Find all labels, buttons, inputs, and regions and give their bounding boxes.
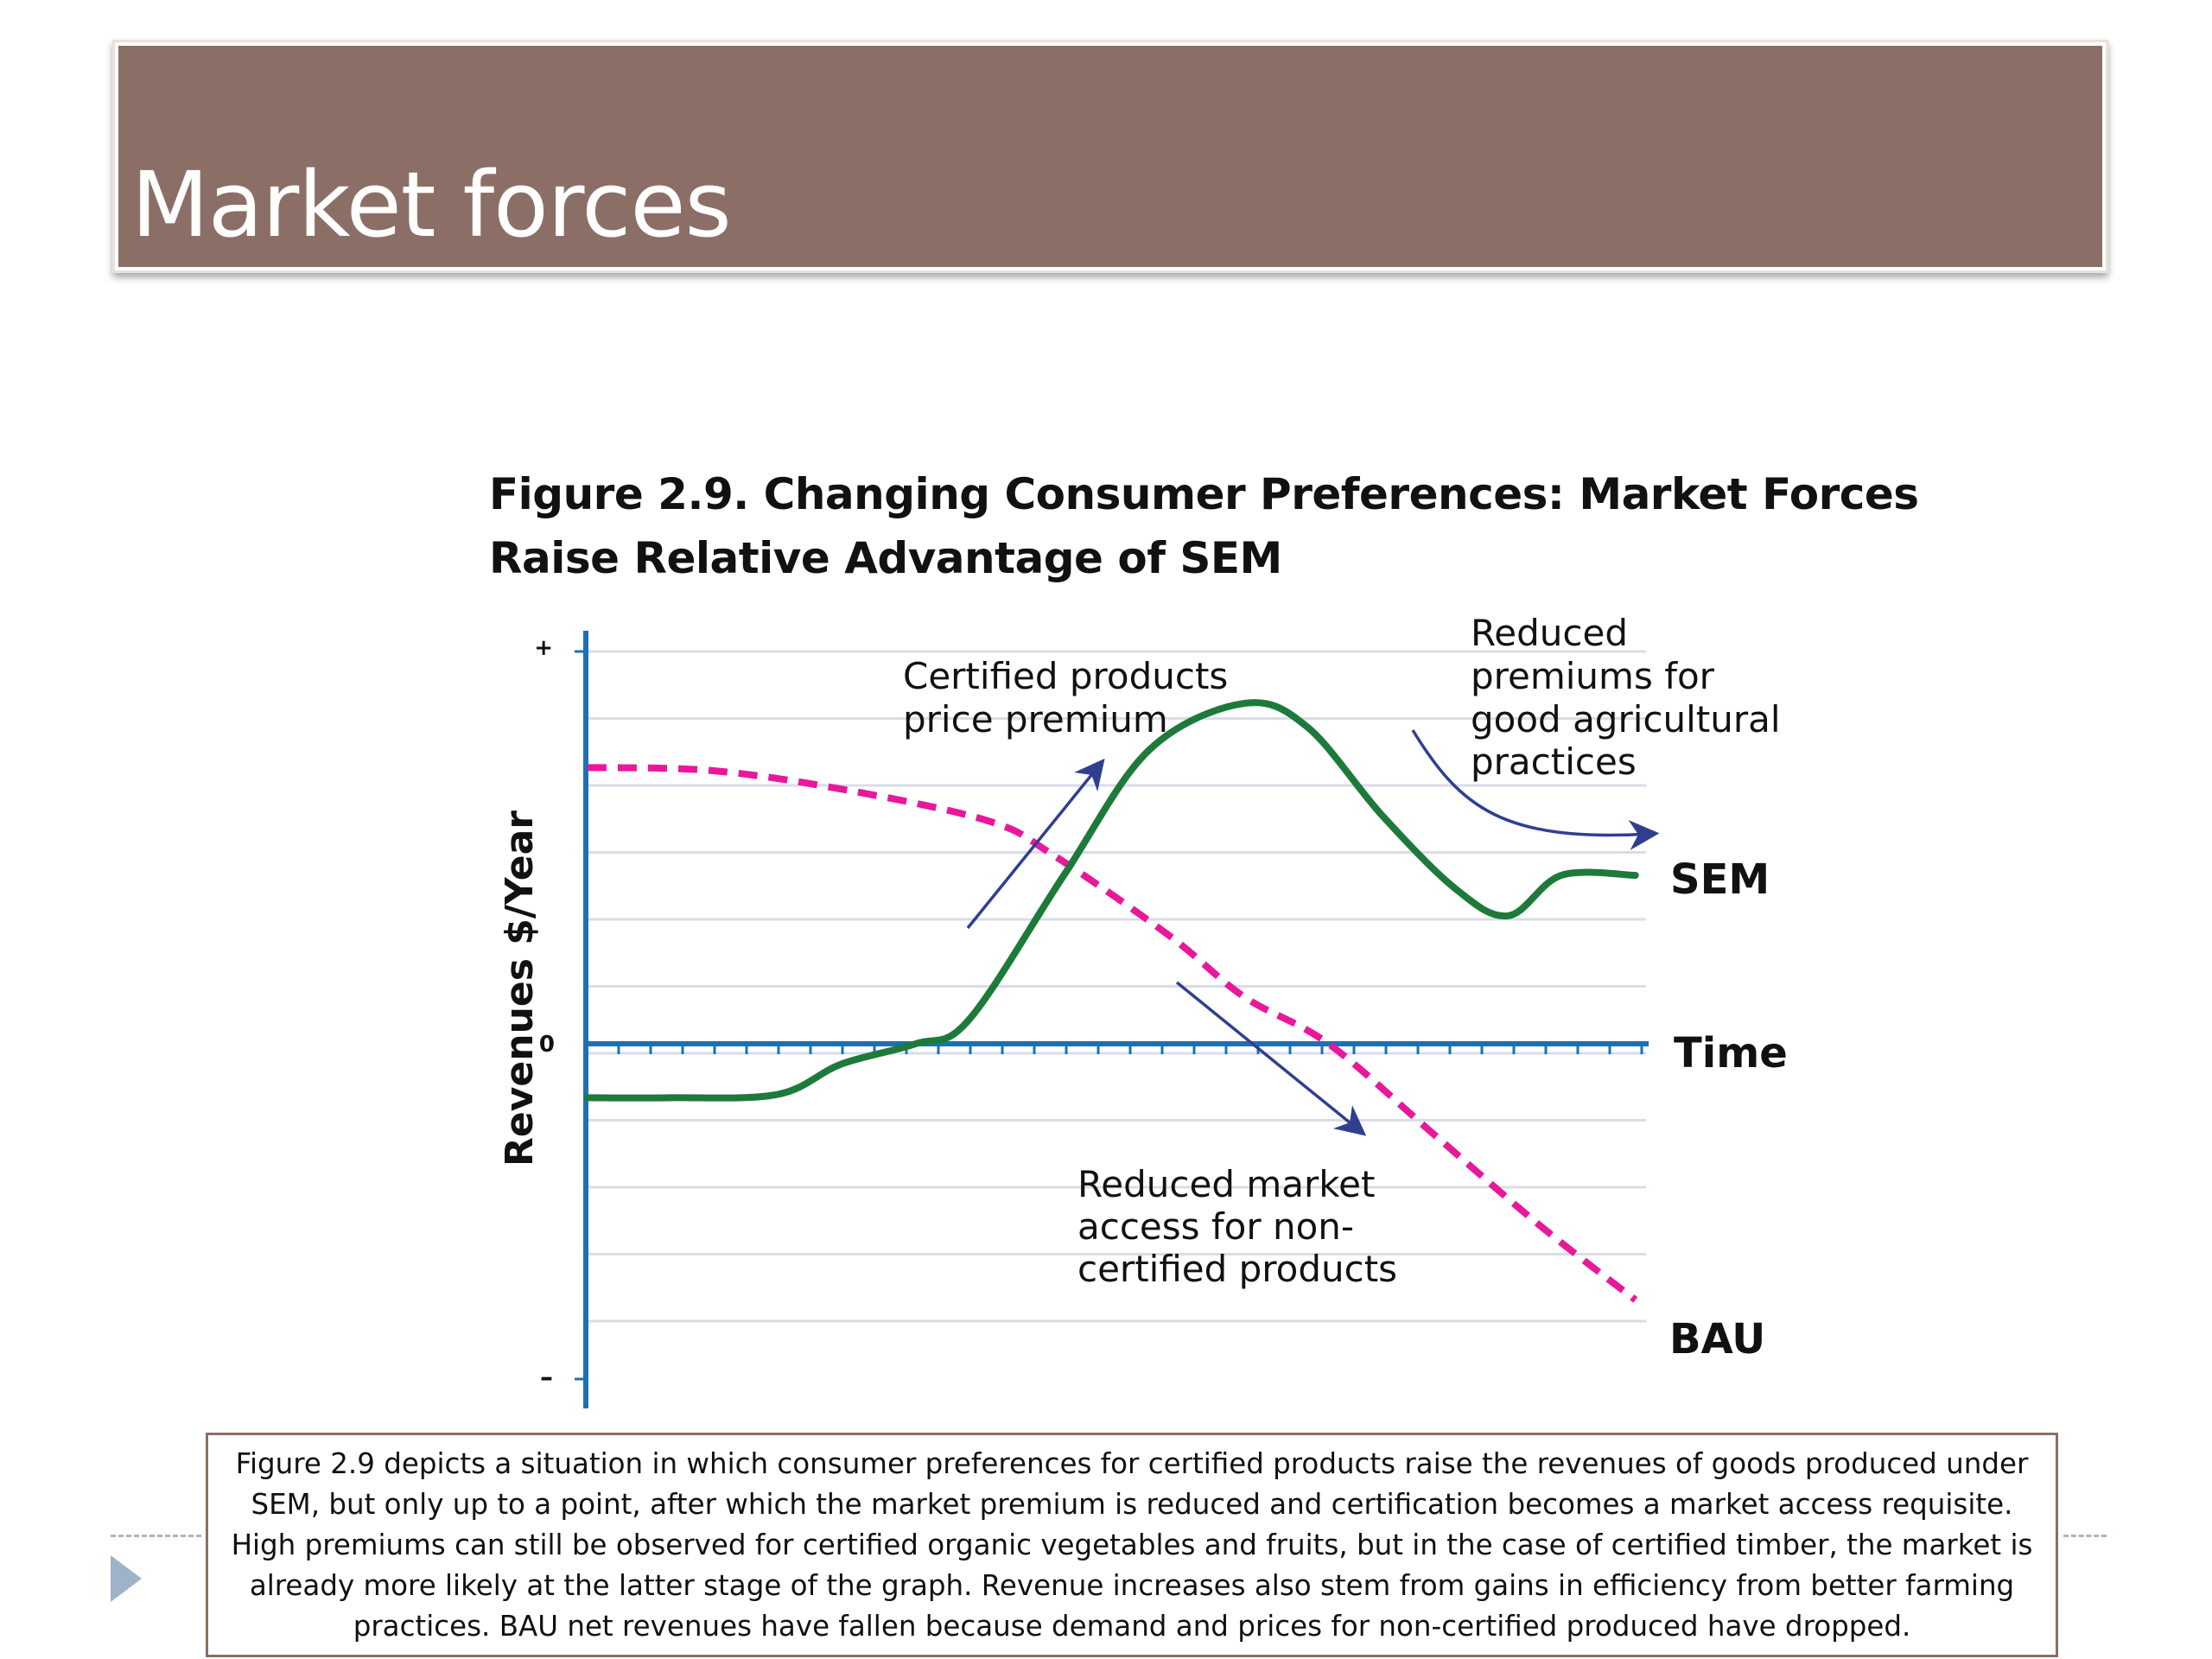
y-tick-label-minus: – <box>540 1363 553 1393</box>
arrow-certified-premium <box>966 758 1105 930</box>
slide-title: Market forces <box>131 152 732 257</box>
annotation-reduced-premiums-line-3: good agricultural <box>1471 698 1781 741</box>
title-bar <box>118 46 2102 267</box>
annotation-reduced-premiums-line-1: Reduced <box>1471 612 1628 654</box>
annotation-reduced-premiums: Reduced premiums for good agricultural p… <box>1471 612 1792 783</box>
caption-box: Figure 2.9 depicts a situation in which … <box>206 1433 2058 1657</box>
annotation-reduced-access-line-1: Reduced market <box>1077 1163 1375 1205</box>
series-line-sem <box>584 699 1639 1102</box>
revenue-chart: + 0 – Revenues $/Year Time SEM BAU Certi… <box>498 612 1792 1408</box>
play-arrow-icon[interactable] <box>111 1555 142 1602</box>
annotation-reduced-premiums-line-2: premiums for <box>1471 655 1715 697</box>
figure-title: Figure 2.9. Changing Consumer Preference… <box>489 462 1919 590</box>
series-label-bau: BAU <box>1669 1315 1765 1363</box>
series-line-bau <box>587 764 1638 1303</box>
y-tick-label-zero: 0 <box>539 1032 555 1058</box>
annotation-reduced-access: Reduced market access for non- certified… <box>1077 1163 1397 1290</box>
annotation-reduced-premiums-line-4: practices <box>1471 741 1637 783</box>
annotation-certified-premium-line-2: price premium <box>903 698 1168 741</box>
x-axis-label: Time <box>1674 1029 1788 1077</box>
arrow-reduced-premiums <box>1411 729 1660 850</box>
series-label-sem: SEM <box>1670 855 1770 904</box>
figure-title-line-2: Raise Relative Advantage of SEM <box>489 533 1282 583</box>
y-tick-label-plus: + <box>534 635 553 661</box>
annotation-certified-premium: Certified products price premium <box>903 655 1240 741</box>
annotation-certified-premium-line-1: Certified products <box>903 655 1228 697</box>
annotation-arrows <box>966 729 1660 1136</box>
title-banner <box>112 40 2108 273</box>
figure-title-line-1: Figure 2.9. Changing Consumer Preference… <box>489 469 1919 519</box>
annotation-reduced-access-line-3: certified products <box>1077 1248 1397 1290</box>
divider-left <box>111 1535 201 1537</box>
caption-text: Figure 2.9 depicts a situation in which … <box>231 1446 2033 1643</box>
divider-right <box>2063 1535 2107 1537</box>
arrow-reduced-access <box>1175 981 1367 1136</box>
annotation-reduced-access-line-2: access for non- <box>1077 1205 1354 1248</box>
chart-axes <box>583 631 1649 1408</box>
chart-grid <box>588 650 1646 1323</box>
y-axis-label: Revenues $/Year <box>498 810 542 1166</box>
